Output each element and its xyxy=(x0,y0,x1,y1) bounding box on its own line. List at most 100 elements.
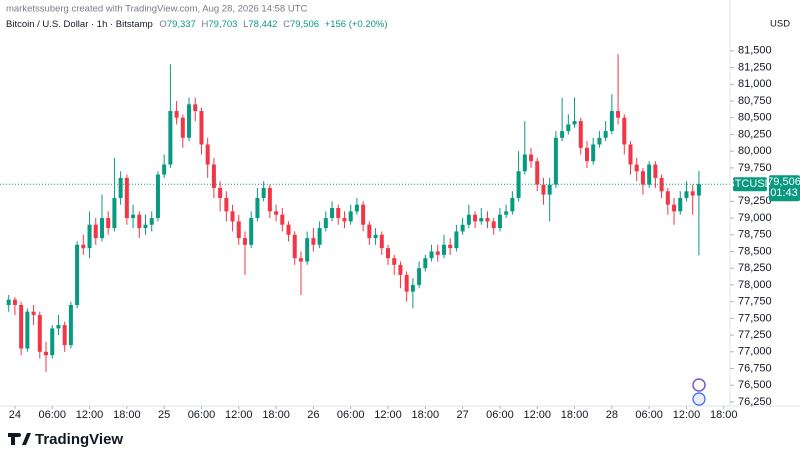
candle-body xyxy=(44,351,49,356)
candle-body xyxy=(354,204,359,212)
candle-body xyxy=(560,131,565,138)
brand: TradingView xyxy=(35,431,123,448)
candle-body xyxy=(342,218,347,222)
y-tick-label: 80,250 xyxy=(738,128,772,140)
candle-body xyxy=(330,208,335,219)
x-tick-label: 18:00 xyxy=(561,409,589,421)
y-tick-label: 76,250 xyxy=(738,396,772,408)
candle-body xyxy=(665,191,670,205)
candle-body xyxy=(417,268,422,285)
x-tick-label: 18:00 xyxy=(262,409,290,421)
candle-body xyxy=(516,171,521,198)
candle-body xyxy=(441,244,446,255)
candle-body xyxy=(522,154,527,172)
y-tick-label: 81,500 xyxy=(738,45,772,57)
candle-body xyxy=(280,214,285,225)
candle-body xyxy=(174,111,179,118)
candle-body xyxy=(31,311,36,316)
candle-body xyxy=(305,238,310,262)
candle-body xyxy=(504,211,509,215)
candle-body xyxy=(242,238,247,245)
candle-body xyxy=(584,147,589,162)
y-tick-label: 79,000 xyxy=(738,212,772,224)
candle-body xyxy=(653,164,658,178)
candle-body xyxy=(56,325,61,329)
x-tick-label: 12:00 xyxy=(374,409,402,421)
candle-body xyxy=(311,238,316,245)
y-tick-label: 78,500 xyxy=(738,245,772,257)
candle-body xyxy=(398,264,403,275)
candle-body xyxy=(168,111,173,165)
candle-body xyxy=(541,184,546,195)
x-tick-label: 12:00 xyxy=(673,409,701,421)
candle-body xyxy=(566,124,571,132)
candle-body xyxy=(597,137,602,145)
candle-body xyxy=(578,121,583,148)
x-tick-label: 28 xyxy=(606,409,618,421)
logo: TradingView xyxy=(8,431,123,448)
y-tick-label: 77,500 xyxy=(738,312,772,324)
event-icon xyxy=(692,392,706,406)
price-tag xyxy=(769,175,800,202)
x-tick-label: 06:00 xyxy=(188,409,216,421)
y-tick-label: 80,000 xyxy=(738,145,772,157)
candle-body xyxy=(684,191,689,198)
ohlc-value: 79,337 xyxy=(167,19,196,30)
candle-body xyxy=(230,211,235,222)
candle-body xyxy=(386,248,391,259)
candle-body xyxy=(454,231,459,249)
candle-body xyxy=(603,131,608,138)
y-tick-label: 78,000 xyxy=(738,279,772,291)
price-tag-label: 79,506 xyxy=(767,176,800,188)
event-icon xyxy=(692,378,706,392)
candle-body xyxy=(591,144,596,162)
symbol-line: Bitcoin / U.S. Dollar · 1h · Bitstamp O7… xyxy=(6,19,388,30)
candle-body xyxy=(218,187,223,198)
candle-body xyxy=(491,221,496,229)
y-tick-label: 81,250 xyxy=(738,61,772,73)
candle-body xyxy=(292,234,297,259)
candle-body xyxy=(19,304,24,349)
candle-body xyxy=(112,197,117,229)
candle-body xyxy=(460,224,465,232)
y-tick-label: 77,250 xyxy=(738,329,772,341)
y-tick-label: 77,750 xyxy=(738,296,772,308)
event-icons xyxy=(692,378,706,406)
candle-body xyxy=(249,218,254,245)
candle-body xyxy=(485,218,490,222)
candle-body xyxy=(75,244,80,305)
candle-body xyxy=(149,218,154,225)
candle-body xyxy=(634,164,639,172)
ohlc-key: H xyxy=(202,19,209,30)
candle-body xyxy=(479,218,484,222)
candle-body xyxy=(118,177,123,198)
ohlc-value: 79,506 xyxy=(290,19,319,30)
candle-body xyxy=(211,164,216,188)
y-tick-label: 80,750 xyxy=(738,95,772,107)
currency: USD xyxy=(770,19,790,30)
candle-body xyxy=(404,274,409,292)
x-tick-label: 12:00 xyxy=(225,409,253,421)
candle-body xyxy=(622,117,627,145)
ticker-tag xyxy=(733,177,767,192)
candle-body xyxy=(236,221,241,239)
candle-body xyxy=(62,325,67,346)
candle-body xyxy=(423,258,428,269)
candle-body xyxy=(392,258,397,265)
candle-body xyxy=(373,234,378,239)
candle-body xyxy=(336,208,341,219)
candle-body xyxy=(106,218,111,229)
candle-body xyxy=(572,121,577,125)
candle-body xyxy=(535,161,540,185)
x-tick-label: 18:00 xyxy=(412,409,440,421)
candle-body xyxy=(429,251,434,259)
x-tick-label: 24 xyxy=(9,409,21,421)
y-tick-label: 79,750 xyxy=(738,162,772,174)
x-tick-label: 12:00 xyxy=(76,409,104,421)
candle-body xyxy=(199,111,204,145)
candle-body xyxy=(267,187,272,212)
x-tick-label: 27 xyxy=(456,409,468,421)
candle-body xyxy=(609,111,614,132)
candle-body xyxy=(466,214,471,225)
